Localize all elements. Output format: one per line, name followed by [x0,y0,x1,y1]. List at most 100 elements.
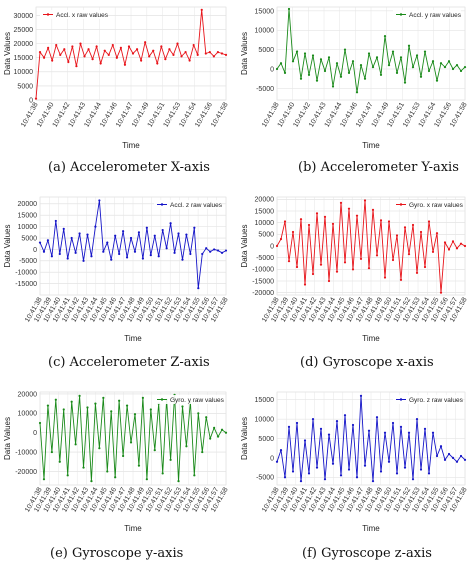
data-point [443,241,447,244]
data-point [50,450,53,454]
data-point [415,271,419,274]
data-point [291,60,295,63]
data-point [34,97,38,100]
data-point [307,472,311,475]
data-point [279,449,283,452]
data-point [367,429,371,432]
data-point [192,43,195,47]
data-point [323,69,327,73]
y-axis-title: Data Values [240,32,249,75]
data-point [122,230,125,233]
data-point [114,234,117,237]
data-point [38,241,42,244]
data-point [303,439,307,442]
data-point [129,441,133,444]
y-tick-label: -5000 [256,255,274,262]
data-point [375,254,379,257]
data-point [427,472,431,475]
series-line [39,394,227,482]
data-point [387,460,391,463]
data-point [327,279,331,283]
caption-f: (f) Gyroscope z-axis [302,546,432,561]
data-point [224,431,228,434]
data-point [189,252,192,256]
legend-box [393,10,461,19]
legend-label: Accl. x raw values [56,12,109,19]
data-point [359,257,363,260]
x-axis-title: Time [124,524,142,533]
caption-c: (c) Accelerometer Z-axis [48,355,210,370]
data-point [275,67,279,71]
data-point [355,214,359,217]
data-point [419,75,423,78]
data-point [459,242,463,245]
data-point [78,232,81,235]
data-point [427,220,431,223]
data-point [439,445,443,448]
data-point [152,49,155,52]
data-point [46,404,50,407]
chart-panel-b: -5000 0 5000 10000 15000 10:41:38 10:41:40 10:4… [237,0,474,152]
data-point [395,472,399,475]
y-tick-label: 15000 [255,208,275,215]
data-point [59,53,62,57]
data-point [431,250,435,253]
data-point [287,260,291,263]
data-point [383,431,387,434]
data-point [455,460,459,463]
data-point [395,234,399,237]
data-point [70,236,73,240]
caption-b: (b) Accelerometer Y-axis [298,160,459,175]
data-point [355,476,359,479]
data-point [168,48,171,51]
data-point [129,236,133,240]
data-point [90,480,93,483]
y-tick-label: 20000 [18,391,38,398]
data-point [363,77,367,80]
data-point [224,53,228,57]
data-point [188,59,191,62]
data-point [315,466,319,469]
data-point [323,478,327,481]
legend-box [154,200,222,209]
data-point [74,443,77,446]
data-point [447,60,451,63]
data-point [98,199,101,202]
data-point [205,247,208,250]
data-point [463,244,467,248]
data-point [216,50,220,54]
data-point [63,48,66,51]
data-point [193,474,196,477]
data-point [339,474,343,477]
data-point [415,54,419,57]
data-point [111,43,114,47]
legend-box [154,395,222,404]
chart-panel-d: -20000 -15000 -10000 -5000 0 5000 10000 15000 20… [237,190,474,345]
legend-label: Gyro. x raw values [409,202,464,209]
data-point [331,222,335,225]
data-point [47,46,50,49]
y-tick-label: 15000 [18,213,38,220]
y-tick-label: 10000 [255,28,275,35]
data-point [220,428,224,431]
data-point [216,435,220,438]
data-point [181,258,184,261]
data-point [371,65,375,69]
data-point [193,226,196,229]
data-point [359,64,363,67]
data-point [46,239,50,242]
data-point [83,55,86,58]
legend-label: Gyro. y raw values [170,397,225,404]
data-point [220,251,224,254]
data-point [419,230,423,234]
data-point [70,400,73,403]
data-point [439,291,443,294]
data-point [74,251,77,254]
data-point [169,458,172,461]
data-point [122,454,125,458]
data-point [399,56,403,59]
y-tick-label: -10000 [15,270,37,277]
data-point [407,44,411,47]
data-point [291,230,295,234]
data-point [153,449,156,452]
